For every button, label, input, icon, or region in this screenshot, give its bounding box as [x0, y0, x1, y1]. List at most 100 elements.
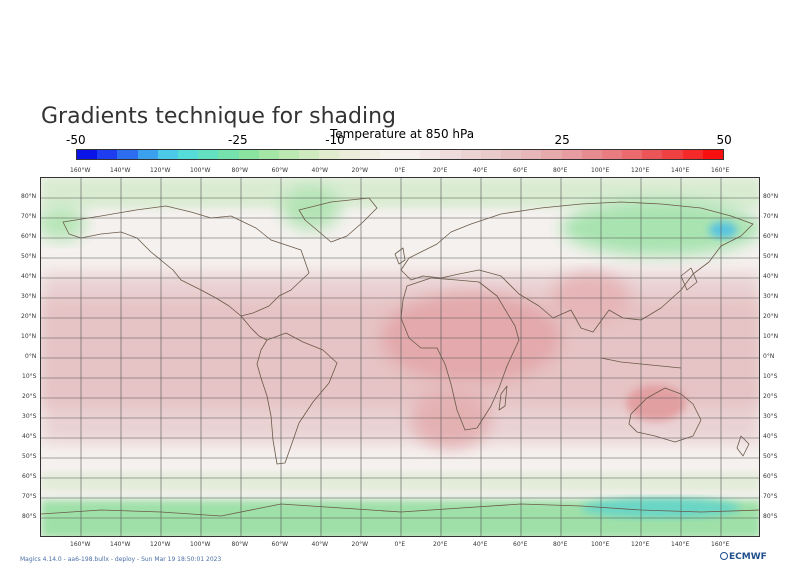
lat-label-right: 0°N [763, 353, 775, 360]
lat-label-left: 30°S [22, 413, 37, 420]
lon-label-top: 140°E [671, 167, 690, 174]
lon-label-top: 140°W [110, 167, 131, 174]
colorbar-segment [682, 150, 703, 159]
colorbar-segment [521, 150, 542, 159]
madagascar-coast [498, 385, 508, 411]
colorbar-segment [622, 150, 643, 159]
lat-label-right: 80°S [763, 513, 778, 520]
lat-label-right: 20°N [763, 313, 779, 320]
lat-label-left: 60°N [21, 233, 37, 240]
lat-label-left: 50°S [22, 453, 37, 460]
lon-label-bottom: 60°W [271, 541, 289, 548]
lat-label-right: 30°N [763, 293, 779, 300]
colorbar-segment [137, 150, 158, 159]
lat-label-right: 20°S [763, 393, 778, 400]
lon-label-bottom: 140°E [671, 541, 690, 548]
graticule [41, 178, 759, 536]
map-title: Gradients technique for shading [41, 104, 397, 129]
lat-label-right: 10°N [763, 333, 779, 340]
colorbar-segment [198, 150, 219, 159]
colorbar-segment [601, 150, 623, 159]
lat-label-right: 40°N [763, 273, 779, 280]
lon-label-bottom: 20°W [351, 541, 369, 548]
lon-label-top: 60°E [513, 167, 528, 174]
colorbar-segment [561, 150, 582, 159]
colorbar-tick-label: -25 [228, 133, 248, 147]
lat-label-left: 30°N [21, 293, 37, 300]
colorbar-segment [117, 150, 138, 159]
lon-label-top: 120°E [631, 167, 650, 174]
lat-label-right: 50°S [763, 453, 778, 460]
colorbar-segment [359, 150, 380, 159]
south-america-coast [256, 332, 338, 465]
lon-label-bottom: 100°W [190, 541, 211, 548]
ecmwf-logo-icon [720, 552, 728, 560]
temperature-map [41, 178, 759, 536]
lat-label-left: 80°S [22, 513, 37, 520]
greenland-coast [298, 197, 378, 243]
lat-label-right: 40°S [763, 433, 778, 440]
lat-label-left: 40°S [22, 433, 37, 440]
colorbar-segment [77, 150, 98, 159]
lat-label-right: 80°N [763, 193, 779, 200]
lon-label-top: 160°E [711, 167, 730, 174]
lon-label-bottom: 60°E [513, 541, 528, 548]
lat-label-left: 20°N [21, 313, 37, 320]
lat-label-right: 10°S [763, 373, 778, 380]
lat-label-left: 10°S [22, 373, 37, 380]
lat-label-right: 50°N [763, 253, 779, 260]
lat-label-left: 10°N [21, 333, 37, 340]
colorbar-segment [460, 150, 481, 159]
eurasia-coast [400, 201, 754, 333]
lat-label-left: 60°S [22, 473, 37, 480]
colorbar-segment [480, 150, 501, 159]
colorbar-segment [420, 150, 441, 159]
lon-label-bottom: 40°E [473, 541, 488, 548]
colorbar-segment [258, 150, 279, 159]
logo-text: ECMWF [729, 552, 767, 562]
lon-label-top: 60°W [271, 167, 289, 174]
lat-label-left: 40°N [21, 273, 37, 280]
colorbar-segment [500, 150, 522, 159]
footer-text: Magics 4.14.0 - aa6-198.bullx - deploy -… [20, 556, 222, 563]
colorbar-segment [662, 150, 683, 159]
colorbar-segment [218, 150, 239, 159]
lon-label-bottom: 80°W [231, 541, 249, 548]
temperature-field [41, 178, 759, 536]
lat-label-right: 60°S [763, 473, 778, 480]
lat-label-left: 0°N [25, 353, 37, 360]
colorbar-tick-label: 50 [716, 133, 732, 147]
australia-coast [628, 387, 702, 443]
map-frame[interactable] [40, 177, 760, 537]
africa-coast [400, 277, 520, 431]
colorbar-segment [400, 150, 421, 159]
colorbar-tick-label: -10 [325, 133, 345, 147]
lon-label-top: 40°W [311, 167, 329, 174]
lat-label-right: 30°S [763, 413, 778, 420]
lon-label-top: 80°E [553, 167, 568, 174]
colorbar-segment [299, 150, 320, 159]
lon-label-bottom: 120°W [150, 541, 171, 548]
colorbar-segment [339, 150, 360, 159]
colorbar-segment [238, 150, 259, 159]
colorbar [76, 149, 724, 160]
lon-label-top: 0°E [394, 167, 406, 174]
lat-label-left: 20°S [22, 393, 37, 400]
lat-label-left: 50°N [21, 253, 37, 260]
colorbar-segment [379, 150, 400, 159]
lon-label-bottom: 160°E [711, 541, 730, 548]
lat-label-left: 70°N [21, 213, 37, 220]
colorbar-segment [319, 150, 340, 159]
colorbar-segment [581, 150, 602, 159]
colorbar-segment [440, 150, 461, 159]
lon-label-top: 160°W [70, 167, 91, 174]
colorbar-title: Temperature at 850 hPa [330, 127, 475, 141]
lon-label-bottom: 120°E [631, 541, 650, 548]
lon-label-top: 100°W [190, 167, 211, 174]
lon-label-bottom: 0°E [394, 541, 406, 548]
japan-coast [680, 267, 698, 291]
lon-label-bottom: 20°E [433, 541, 448, 548]
new-zealand-coast [736, 435, 750, 457]
lon-label-bottom: 160°W [70, 541, 91, 548]
colorbar-segment [278, 150, 300, 159]
